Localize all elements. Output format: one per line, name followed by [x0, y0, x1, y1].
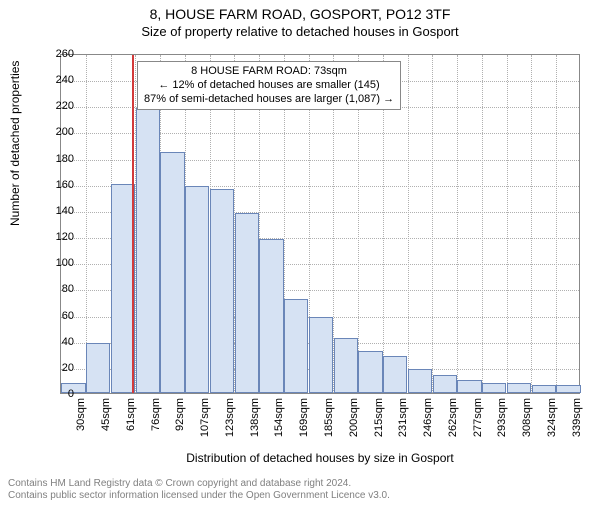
gridline-v	[457, 55, 458, 393]
y-tick-label: 120	[44, 231, 74, 243]
x-tick-label: 154sqm	[273, 398, 285, 458]
y-tick-label: 240	[44, 74, 74, 86]
y-tick-label: 80	[44, 283, 74, 295]
reference-line	[132, 55, 134, 393]
gridline-v	[507, 55, 508, 393]
histogram-bar	[185, 186, 209, 393]
histogram-bar	[532, 385, 556, 393]
x-tick-label: 324sqm	[546, 398, 558, 458]
y-tick-label: 20	[44, 362, 74, 374]
footer-attribution: Contains HM Land Registry data © Crown c…	[8, 478, 390, 502]
histogram-bar	[334, 338, 358, 393]
annotation-line: 8 HOUSE FARM ROAD: 73sqm	[144, 65, 394, 79]
y-tick-label: 200	[44, 126, 74, 138]
x-tick-label: 246sqm	[422, 398, 434, 458]
histogram-bar	[482, 383, 506, 393]
y-tick-label: 0	[44, 388, 74, 400]
histogram-bar	[284, 299, 308, 393]
histogram-bar	[457, 380, 481, 393]
plot-area: 8 HOUSE FARM ROAD: 73sqm← 12% of detache…	[60, 54, 580, 394]
x-tick-label: 92sqm	[174, 398, 186, 458]
y-tick-label: 220	[44, 100, 74, 112]
histogram-bar	[235, 213, 259, 393]
gridline-v	[432, 55, 433, 393]
x-tick-label: 30sqm	[75, 398, 87, 458]
histogram-bar	[433, 375, 457, 393]
chart-header: 8, HOUSE FARM ROAD, GOSPORT, PO12 3TF Si…	[0, 6, 600, 39]
y-tick-label: 180	[44, 153, 74, 165]
histogram-bar	[556, 385, 580, 393]
x-tick-label: 308sqm	[521, 398, 533, 458]
histogram-bar	[383, 356, 407, 393]
histogram-bar	[136, 108, 160, 393]
footer-line2: Contains public sector information licen…	[8, 490, 390, 502]
y-tick-label: 160	[44, 179, 74, 191]
x-tick-label: 138sqm	[249, 398, 261, 458]
histogram-bar	[210, 189, 234, 393]
annotation-line: 87% of semi-detached houses are larger (…	[144, 93, 394, 107]
y-axis-label: Number of detached properties	[8, 61, 22, 226]
x-tick-label: 123sqm	[224, 398, 236, 458]
subtitle: Size of property relative to detached ho…	[0, 24, 600, 39]
x-tick-label: 231sqm	[397, 398, 409, 458]
histogram-bar	[309, 317, 333, 393]
gridline-v	[86, 55, 87, 393]
chart-area: 8 HOUSE FARM ROAD: 73sqm← 12% of detache…	[60, 54, 580, 424]
x-tick-label: 339sqm	[571, 398, 583, 458]
x-tick-label: 200sqm	[348, 398, 360, 458]
x-tick-label: 45sqm	[100, 398, 112, 458]
histogram-bar	[259, 239, 283, 393]
y-tick-label: 100	[44, 257, 74, 269]
annotation-box: 8 HOUSE FARM ROAD: 73sqm← 12% of detache…	[137, 61, 401, 110]
x-tick-label: 262sqm	[447, 398, 459, 458]
address-title: 8, HOUSE FARM ROAD, GOSPORT, PO12 3TF	[0, 6, 600, 22]
gridline-v	[482, 55, 483, 393]
x-tick-label: 277sqm	[472, 398, 484, 458]
x-tick-label: 185sqm	[323, 398, 335, 458]
annotation-line: ← 12% of detached houses are smaller (14…	[144, 79, 394, 93]
footer-line1: Contains HM Land Registry data © Crown c…	[8, 478, 390, 490]
gridline-v	[531, 55, 532, 393]
histogram-bar	[408, 369, 432, 393]
x-tick-label: 215sqm	[373, 398, 385, 458]
x-tick-label: 107sqm	[199, 398, 211, 458]
x-tick-label: 76sqm	[150, 398, 162, 458]
x-tick-label: 169sqm	[298, 398, 310, 458]
gridline-v	[408, 55, 409, 393]
histogram-bar	[507, 383, 531, 393]
gridline-v	[556, 55, 557, 393]
histogram-bar	[358, 351, 382, 393]
histogram-bar	[86, 343, 110, 393]
y-tick-label: 40	[44, 336, 74, 348]
x-tick-label: 293sqm	[496, 398, 508, 458]
histogram-bar	[160, 152, 184, 393]
x-tick-label: 61sqm	[125, 398, 137, 458]
y-tick-label: 60	[44, 310, 74, 322]
y-tick-label: 140	[44, 205, 74, 217]
y-tick-label: 260	[44, 48, 74, 60]
